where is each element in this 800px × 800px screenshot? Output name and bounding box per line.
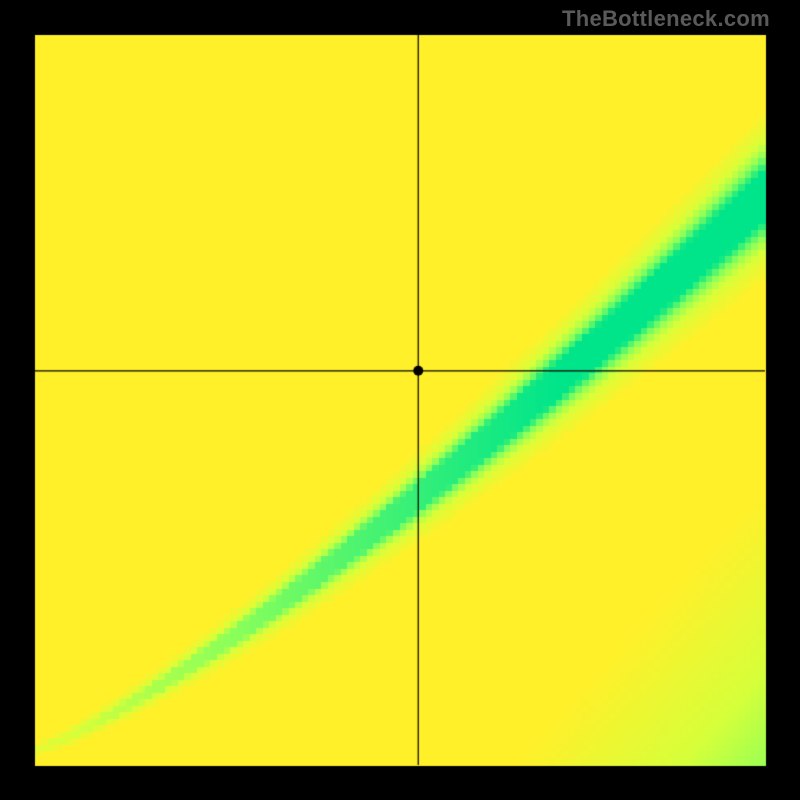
chart-container: TheBottleneck.com <box>0 0 800 800</box>
heatmap-canvas <box>0 0 800 800</box>
watermark-text: TheBottleneck.com <box>562 6 770 32</box>
